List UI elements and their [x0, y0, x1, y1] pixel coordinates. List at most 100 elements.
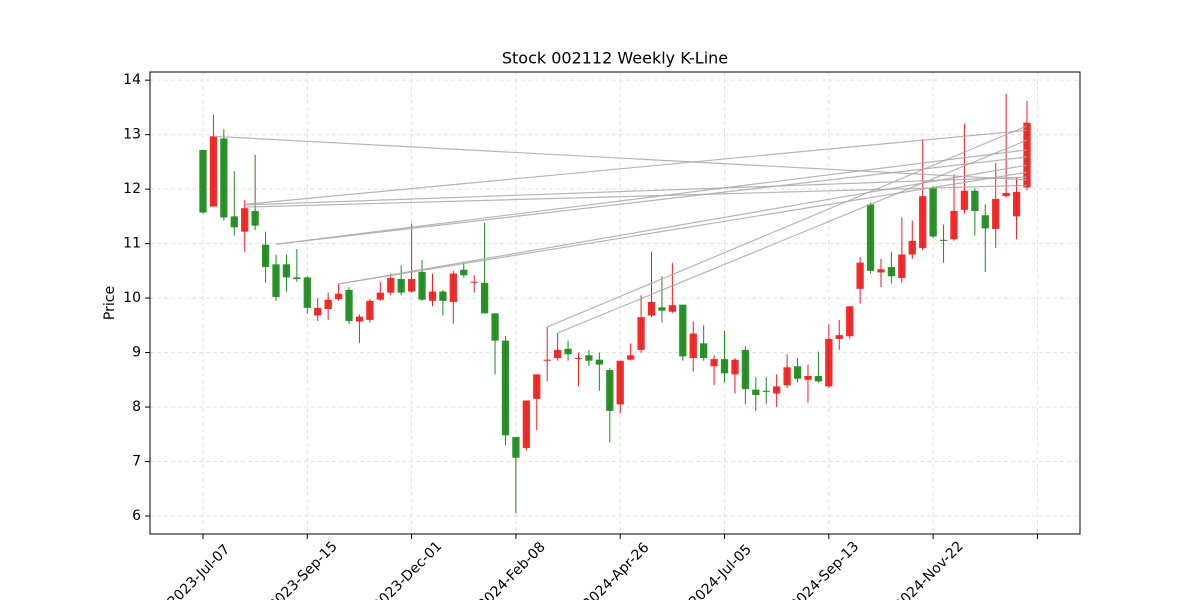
- candle-body: [564, 348, 572, 355]
- candle-body: [595, 359, 604, 365]
- candle-body: [407, 279, 416, 292]
- candle-body: [971, 190, 979, 211]
- candle-body: [647, 301, 656, 316]
- candle-body: [866, 204, 875, 271]
- trend-line: [244, 184, 1028, 208]
- x-tick-label: 2024-Jul-05: [686, 542, 755, 600]
- candle-body: [376, 292, 384, 300]
- y-axis-label: Price: [102, 286, 118, 320]
- candle-body: [230, 216, 238, 228]
- y-tick-label: 12: [123, 181, 141, 197]
- candle-body: [209, 136, 218, 207]
- candle-body: [397, 279, 405, 293]
- chart-title: Stock 002112 Weekly K-Line: [502, 49, 728, 68]
- candle-body: [553, 349, 562, 359]
- candle-body: [689, 333, 697, 359]
- candle-body: [616, 360, 624, 405]
- trend-line: [338, 171, 1028, 285]
- candle-body: [887, 267, 896, 277]
- candle-body: [762, 390, 770, 392]
- candle-body: [449, 273, 457, 302]
- candle-body: [939, 239, 948, 241]
- candle-body: [543, 359, 551, 361]
- candle-body: [668, 305, 677, 312]
- x-tick-label: 2024-Apr-26: [580, 540, 653, 600]
- candle-body: [314, 307, 322, 316]
- candle-body: [387, 277, 395, 293]
- candle-body: [700, 343, 708, 359]
- candle-body: [793, 366, 802, 379]
- trend-line: [244, 129, 1028, 205]
- y-tick-label: 8: [132, 399, 141, 415]
- y-tick-label: 10: [123, 290, 141, 306]
- candle-body: [324, 299, 332, 309]
- candle-body: [345, 289, 353, 321]
- candle-body: [856, 262, 864, 289]
- candle-body: [950, 210, 958, 240]
- candle-body: [741, 349, 750, 390]
- candle-body: [439, 291, 447, 301]
- trend-line: [244, 176, 1028, 206]
- candle-body: [877, 269, 885, 273]
- candle-body: [220, 138, 228, 218]
- x-tick-label: 2023-Sep-15: [266, 539, 341, 600]
- candle-body: [898, 254, 906, 278]
- candle-body: [720, 359, 729, 374]
- candle-body: [637, 317, 645, 350]
- trend-line: [275, 156, 1028, 245]
- candle-body: [919, 196, 927, 248]
- candle-body: [835, 335, 843, 339]
- y-tick-label: 9: [132, 345, 141, 361]
- candle-body: [574, 358, 583, 360]
- candle-body: [522, 400, 530, 448]
- candle-body: [606, 370, 614, 411]
- candle-body: [366, 300, 374, 320]
- candle-body: [491, 313, 499, 341]
- candle-body: [731, 359, 739, 375]
- candle-body: [428, 291, 437, 301]
- candle-body: [992, 198, 1000, 229]
- candle-body: [710, 359, 718, 367]
- candle-body: [783, 367, 791, 386]
- y-tick-label: 14: [123, 72, 141, 88]
- candle-body: [908, 240, 916, 255]
- candle-body: [1023, 122, 1031, 188]
- candle-body: [846, 306, 854, 337]
- x-tick-label: 2024-Feb-08: [475, 539, 549, 600]
- candle-body: [679, 304, 687, 357]
- trend-line: [546, 125, 1028, 328]
- candle-body: [960, 190, 969, 210]
- candle-body: [501, 340, 510, 436]
- candle-body: [533, 374, 541, 399]
- candle-body: [752, 389, 760, 396]
- candle-body: [460, 269, 468, 276]
- candle-body: [293, 277, 301, 280]
- candle-body: [585, 355, 593, 361]
- plot-frame: [149, 71, 1081, 535]
- candle-body: [929, 188, 937, 237]
- candle-body: [773, 386, 781, 394]
- candle-body: [272, 264, 280, 298]
- trend-line: [338, 164, 1028, 285]
- trend-line: [275, 149, 1028, 245]
- y-tick-label: 11: [123, 236, 141, 252]
- candle-body: [1012, 191, 1021, 217]
- candle-body: [1002, 192, 1010, 197]
- y-tick-label: 6: [132, 508, 141, 524]
- candle-body: [658, 307, 666, 311]
- candle-body: [282, 264, 291, 278]
- candle-body: [303, 277, 311, 308]
- y-tick-label: 7: [132, 454, 141, 470]
- candle-body: [825, 338, 833, 387]
- candle-body: [804, 376, 812, 380]
- candle-body: [512, 437, 520, 458]
- x-tick-label: 2024-Sep-13: [787, 539, 862, 600]
- candle-body: [814, 376, 823, 382]
- candle-body: [626, 355, 635, 360]
- x-tick-label: 2023-Jul-07: [165, 542, 234, 600]
- candle-body: [261, 244, 270, 268]
- trend-line: [557, 139, 1028, 334]
- y-tick-label: 13: [123, 127, 141, 143]
- candle-body: [470, 281, 478, 283]
- candle-body: [241, 208, 249, 232]
